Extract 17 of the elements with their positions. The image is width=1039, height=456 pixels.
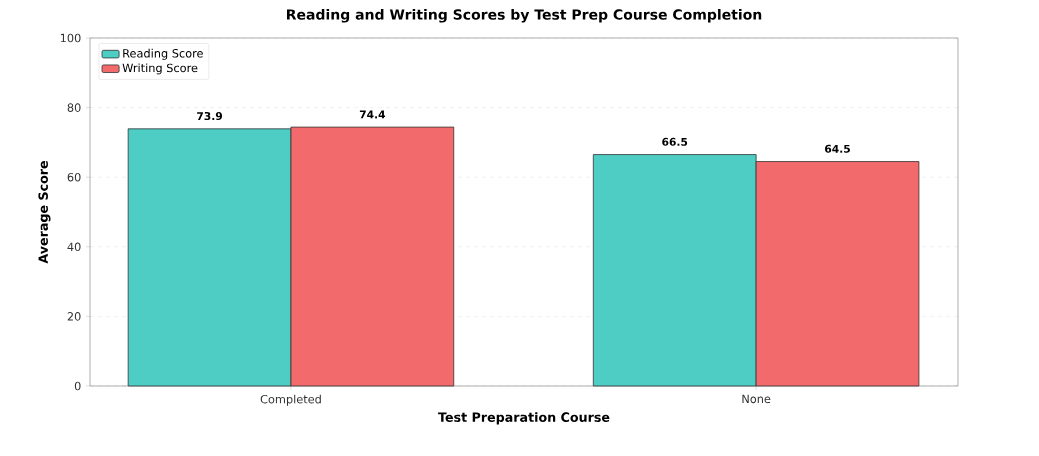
y-tick-label: 40 [67,242,81,252]
data-label: 66.5 [662,137,688,146]
y-tick-label: 0 [74,381,81,391]
y-tick-label: 100 [60,33,81,43]
data-label: 64.5 [825,144,850,153]
x-axis-title: Test Preparation Course [438,412,610,425]
x-tick-label: None [742,394,771,404]
y-tick-label: 20 [67,312,81,321]
y-tick-label: 60 [67,172,81,182]
x-tick-label: Completed [260,394,321,406]
legend-label: Writing Score [122,63,198,75]
y-tick-label: 80 [67,103,81,112]
chart-title: Reading and Writing Scores by Test Prep Course Completion [287,8,762,23]
legend-label: Reading Score [123,48,203,60]
y-axis-title: Average Score [38,160,51,264]
data-label: 74.4 [359,110,386,119]
data-label: 73.9 [197,112,223,121]
